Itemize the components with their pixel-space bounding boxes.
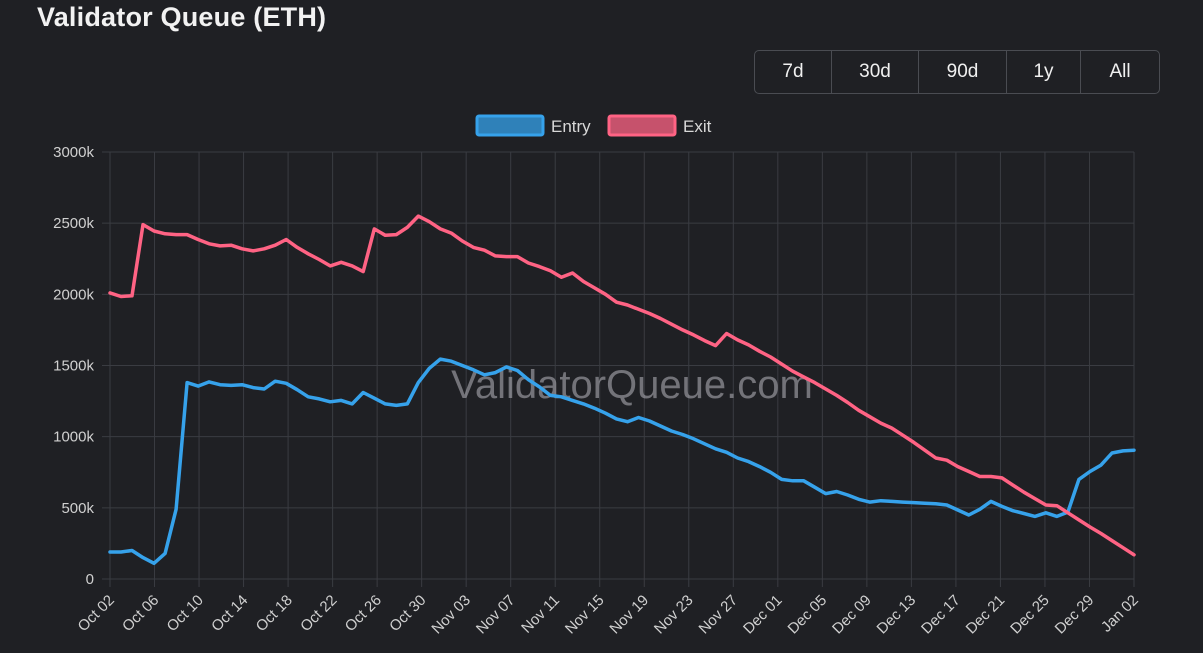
legend-entry-label: Entry xyxy=(551,117,591,136)
legend-exit-label: Exit xyxy=(683,117,712,136)
x-tick-label: Dec 01 xyxy=(740,592,786,638)
legend-item-exit[interactable]: Exit xyxy=(607,114,712,137)
series-line-exit xyxy=(108,214,1136,557)
legend[interactable]: Entry Exit xyxy=(475,114,712,137)
x-tick-label: Dec 29 xyxy=(1052,592,1098,638)
range-button-1y[interactable]: 1y xyxy=(1007,51,1081,93)
x-tick-label: Nov 23 xyxy=(651,592,697,638)
legend-item-entry[interactable]: Entry xyxy=(475,114,591,137)
range-button-30d[interactable]: 30d xyxy=(832,51,919,93)
x-tick-label: Oct 26 xyxy=(342,592,385,635)
legend-entry-swatch xyxy=(475,114,545,137)
watermark-text: ValidatorQueue.com xyxy=(451,363,813,407)
y-tick-label: 1000k xyxy=(53,429,94,446)
x-tick-label: Nov 11 xyxy=(518,592,563,637)
range-button-all[interactable]: All xyxy=(1109,61,1131,82)
series-layer xyxy=(108,214,1136,566)
x-tick-label: Dec 21 xyxy=(963,592,1009,638)
x-tick-label: Dec 25 xyxy=(1007,592,1053,638)
y-tick-label: 2000k xyxy=(53,286,94,303)
x-tick-label: Oct 22 xyxy=(297,592,340,635)
x-tick-label: Nov 19 xyxy=(606,592,652,638)
range-button-7d[interactable]: 7d xyxy=(755,51,832,93)
x-tick-label: Nov 15 xyxy=(562,592,608,638)
x-tick-label: Nov 07 xyxy=(473,592,519,638)
y-tick-label: 500k xyxy=(61,500,94,517)
series-line-entry xyxy=(108,357,1136,566)
x-tick-label: Nov 27 xyxy=(696,592,742,638)
x-tick-label: Oct 18 xyxy=(253,592,296,635)
legend-exit-swatch xyxy=(607,114,677,137)
x-tick-label: Oct 30 xyxy=(386,592,429,635)
y-tick-label: 2500k xyxy=(53,215,94,232)
x-tick-label: Oct 02 xyxy=(75,592,118,635)
x-tick-label: Oct 10 xyxy=(164,592,207,635)
x-tick-label: Oct 06 xyxy=(119,592,162,635)
y-axis: 0 500k 1000k 1500k 2000k 2500k 3000k xyxy=(53,144,94,588)
x-tick-label: Dec 17 xyxy=(918,592,964,638)
x-tick-label: Oct 14 xyxy=(208,592,251,635)
time-range-selector: 7d 30d 90d 1y All xyxy=(754,50,1160,94)
x-tick-label: Dec 05 xyxy=(785,592,831,638)
x-axis: Oct 02 Oct 06 Oct 10 Oct 14 Oct 18 Oct 22 Oct … xyxy=(75,592,1142,638)
y-tick-label: 3000k xyxy=(53,144,94,161)
range-button-90d[interactable]: 90d xyxy=(919,51,1007,93)
x-tick-label: Jan 02 xyxy=(1098,592,1142,636)
x-tick-label: Dec 09 xyxy=(829,592,875,638)
y-tick-label: 1500k xyxy=(53,358,94,375)
y-tick-label: 0 xyxy=(86,571,94,588)
x-tick-label: Dec 13 xyxy=(874,592,920,638)
x-tick-label: Nov 03 xyxy=(428,592,474,638)
page-title: Validator Queue (ETH) xyxy=(37,2,327,32)
